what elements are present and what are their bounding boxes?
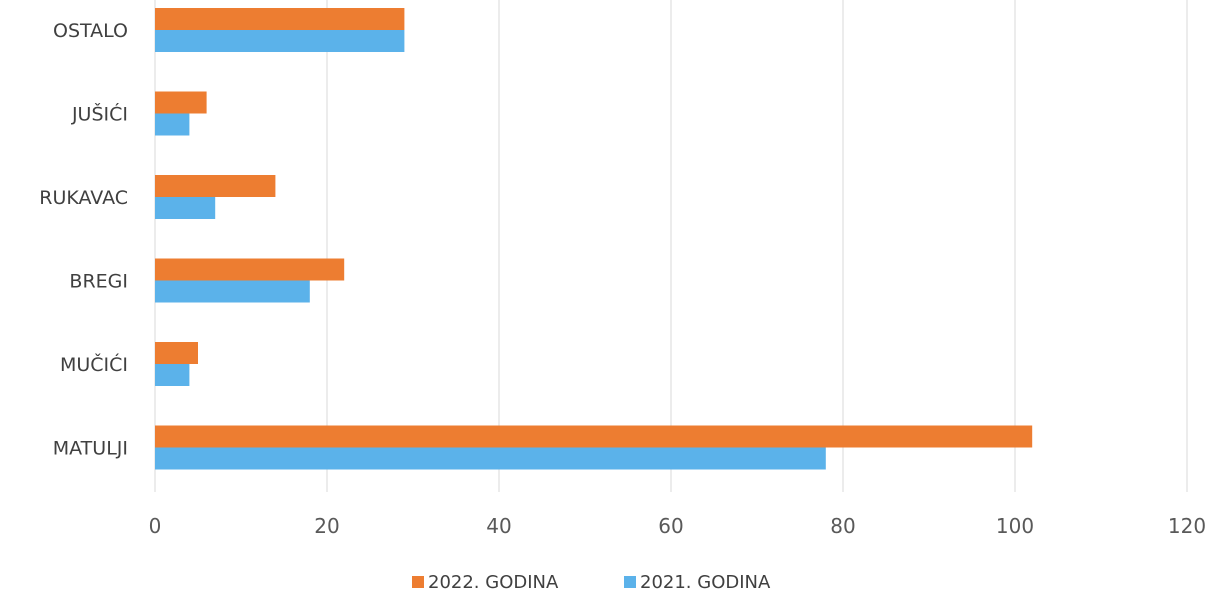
grid-lines <box>154 0 1188 492</box>
tick-label: 100 <box>996 514 1034 538</box>
legend-label: 2021. GODINA <box>640 572 771 593</box>
tick-label: 120 <box>1168 514 1206 538</box>
category-label: OSTALO <box>53 20 128 42</box>
legend-label: 2022. GODINA <box>428 572 559 593</box>
category-label: RUKAVAC <box>39 187 128 209</box>
bar-jušići-2021 <box>155 113 190 136</box>
category-label: JUŠIĆI <box>71 102 128 126</box>
category-axis-labels: OSTALO JUŠIĆI RUKAVAC BREGI MUČIĆI MATULJI <box>39 20 128 460</box>
bar-mučići-2021 <box>155 364 190 386</box>
bars <box>155 8 1033 470</box>
bar-matulji-2022 <box>155 425 1033 448</box>
tick-label: 20 <box>314 514 339 538</box>
bar-ostalo-2022 <box>155 8 405 30</box>
value-axis-tick-labels: 0 20 40 60 80 100 120 <box>149 514 1206 538</box>
legend: 2022. GODINA 2021. GODINA <box>412 572 771 593</box>
tick-label: 40 <box>486 514 511 538</box>
bar-mučići-2022 <box>155 342 198 364</box>
tick-label: 0 <box>149 514 162 538</box>
category-label: BREGI <box>69 271 128 293</box>
bar-jušići-2022 <box>155 91 207 114</box>
bar-bregi-2021 <box>155 280 310 303</box>
category-label: MUČIĆI <box>60 352 128 376</box>
bar-ostalo-2021 <box>155 30 405 52</box>
tick-label: 60 <box>658 514 683 538</box>
bar-matulji-2021 <box>155 447 826 470</box>
bar-bregi-2022 <box>155 258 345 281</box>
bar-rukavac-2022 <box>155 175 276 197</box>
tick-label: 80 <box>830 514 855 538</box>
category-label: MATULJI <box>53 438 128 460</box>
bar-rukavac-2021 <box>155 197 216 219</box>
legend-swatch <box>624 576 636 588</box>
legend-swatch <box>412 576 424 588</box>
